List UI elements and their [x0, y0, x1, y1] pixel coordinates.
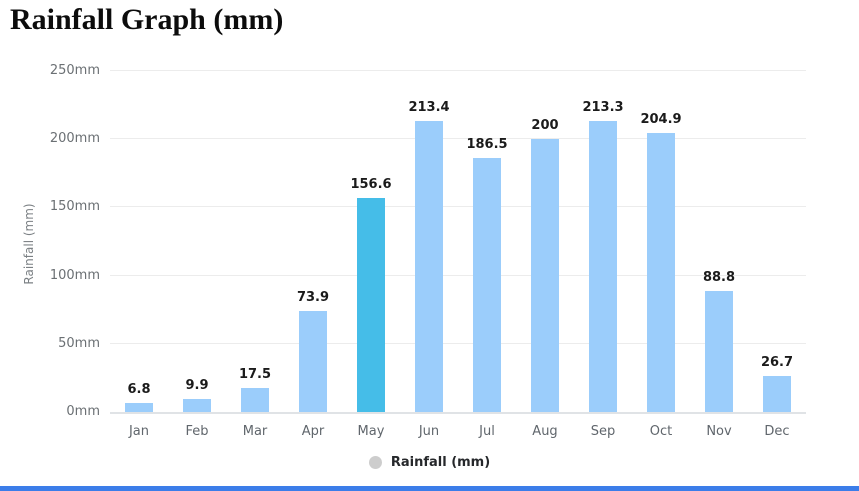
bar-slot-dec: 26.7 [748, 71, 806, 412]
bar-value-label: 204.9 [640, 111, 682, 127]
bar-may[interactable] [357, 198, 385, 412]
bar-value-label: 73.9 [296, 290, 330, 306]
bar-value-label: 213.3 [582, 100, 624, 116]
y-tick-label: 0mm [66, 404, 100, 419]
chart-title: Rainfall Graph (mm) [10, 3, 284, 36]
bar-mar[interactable] [241, 388, 269, 412]
bar-slot-oct: 204.9 [632, 71, 690, 412]
bar-nov[interactable] [705, 290, 733, 412]
bar-slot-jun: 213.4 [400, 71, 458, 412]
bar-value-label: 17.5 [238, 367, 272, 383]
bar-slot-aug: 200 [516, 71, 574, 412]
x-tick-label-sep: Sep [590, 424, 616, 439]
bar-jul[interactable] [473, 157, 501, 412]
x-tick-label-jan: Jan [128, 424, 150, 439]
bar-oct[interactable] [647, 132, 675, 412]
y-tick-label: 150mm [49, 199, 100, 215]
bar-slot-mar: 17.5 [226, 71, 284, 412]
gridline [110, 138, 806, 140]
bar-value-label: 26.7 [760, 354, 794, 370]
bar-aug[interactable] [531, 139, 559, 412]
bar-value-label: 88.8 [702, 269, 736, 285]
bar-slot-nov: 88.8 [690, 71, 748, 412]
gridline [110, 342, 806, 344]
gridline [110, 274, 806, 276]
x-tick-label-nov: Nov [706, 424, 732, 439]
y-tick-label: 200mm [49, 131, 100, 147]
x-tick-label-apr: Apr [301, 424, 325, 439]
legend[interactable]: Rainfall (mm) [0, 455, 859, 470]
y-tick-label: 50mm [58, 335, 100, 351]
bar-jan[interactable] [125, 402, 153, 412]
bar-value-label: 6.8 [127, 381, 151, 397]
bar-value-label: 156.6 [350, 177, 392, 193]
bar-slot-jan: 6.8 [110, 71, 168, 412]
plot-area: 6.8 9.9 17.5 73.9 156.6 213.4 186.5 200 213.3 204… [110, 70, 806, 414]
y-tick-label: 100mm [49, 267, 100, 283]
legend-marker-icon [368, 456, 382, 469]
x-tick-label-jul: Jul [479, 424, 495, 439]
bottom-accent-bar [0, 486, 859, 491]
x-tick-label-may: May [357, 424, 385, 439]
bar-slot-feb: 9.9 [168, 71, 226, 412]
legend-label: Rainfall (mm) [390, 455, 491, 470]
x-tick-label-jun: Jun [418, 424, 440, 439]
bar-dec[interactable] [763, 375, 791, 412]
x-tick-label-mar: Mar [242, 424, 268, 439]
bar-apr[interactable] [299, 311, 327, 412]
gridline [110, 70, 806, 71]
bar-value-label: 9.9 [185, 377, 209, 393]
gridline [110, 206, 806, 208]
bar-slot-sep: 213.3 [574, 71, 632, 412]
bar-slot-jul: 186.5 [458, 71, 516, 412]
bar-slot-apr: 73.9 [284, 71, 342, 412]
x-tick-label-dec: Dec [764, 424, 790, 439]
y-tick-label: 250mm [49, 63, 100, 78]
bar-value-label: 200 [531, 118, 559, 134]
bar-feb[interactable] [183, 398, 211, 412]
x-tick-label-feb: Feb [185, 424, 209, 439]
bar-jun[interactable] [415, 120, 443, 412]
bar-value-label: 186.5 [466, 136, 508, 152]
x-tick-label-aug: Aug [532, 424, 558, 439]
bar-value-label: 213.4 [408, 99, 450, 115]
x-tick-label-oct: Oct [649, 424, 673, 439]
bar-slot-may: 156.6 [342, 71, 400, 412]
bar-sep[interactable] [589, 121, 617, 412]
